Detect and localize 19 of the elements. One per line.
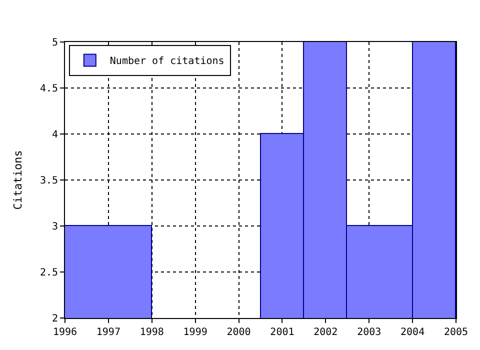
x-tick-label: 2001 [270, 327, 294, 338]
x-tick-label: 1996 [52, 327, 78, 338]
x-tick-label: 2004 [400, 327, 425, 338]
x-tick-label: 2002 [314, 327, 338, 338]
legend-label: Number of citations [110, 56, 224, 68]
x-tick-label: 1998 [140, 327, 164, 338]
y-tick-label: 3.5 [40, 176, 58, 186]
x-tick-label: 1997 [96, 327, 120, 338]
y-tick-label: 4.5 [40, 84, 58, 94]
y-tick-label: 3 [52, 222, 58, 232]
y-tick-label: 4 [52, 130, 58, 140]
y-tick-label: 2.5 [40, 268, 58, 278]
y-axis-title: Citations [12, 150, 25, 210]
y-tick-label: 5 [52, 38, 58, 48]
x-tick-label: 2000 [226, 327, 251, 338]
x-tick-label: 2003 [357, 327, 382, 338]
y-tick-label: 2 [52, 314, 58, 324]
x-tick-label: 1999 [183, 327, 208, 338]
x-tick-label: 2005 [444, 327, 468, 338]
